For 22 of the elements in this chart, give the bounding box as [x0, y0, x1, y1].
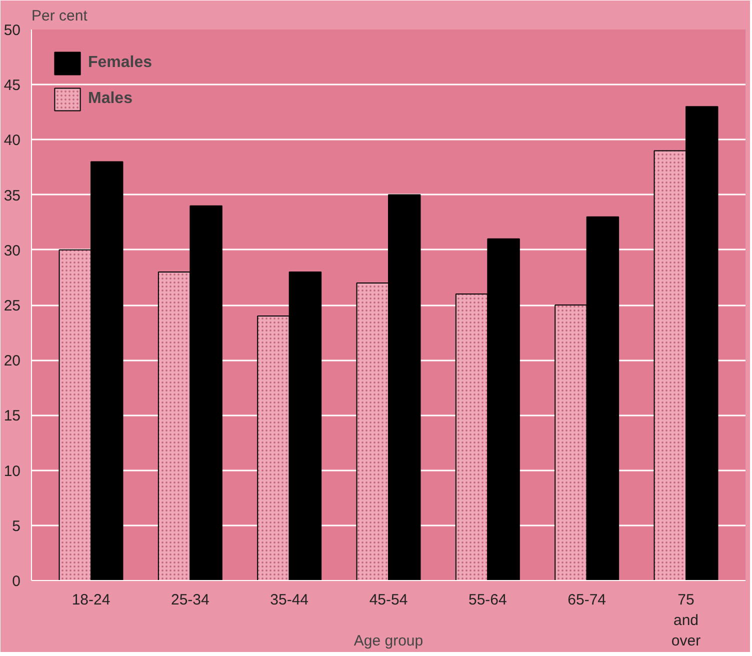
y-tick-label: 5	[12, 518, 20, 535]
x-axis-title: Age group	[354, 632, 424, 650]
x-tick-label: 65-74	[568, 592, 606, 608]
x-tick-label: 45-54	[369, 592, 408, 608]
x-tick-label: 25-34	[170, 592, 210, 608]
y-tick-label: 35	[4, 187, 21, 204]
y-tick-label: 15	[4, 408, 21, 425]
y-tick-label: 10	[4, 462, 21, 480]
y-tick-label: 20	[4, 352, 21, 370]
x-tick-label: 75 and over	[671, 592, 701, 650]
y-axis-title: Per cent	[32, 8, 88, 24]
y-tick-label: 50	[4, 22, 21, 39]
legend-label: Males	[88, 90, 132, 108]
y-tick-label: 0	[12, 573, 20, 590]
x-tick-label: 35-44	[270, 592, 309, 608]
y-tick-label: 30	[4, 242, 21, 260]
y-tick-label: 40	[4, 132, 21, 150]
legend-label: Females	[88, 54, 152, 72]
x-tick-label: 18-24	[72, 592, 110, 608]
x-tick-label: 55-64	[468, 592, 507, 608]
y-tick-label: 45	[4, 77, 21, 94]
y-tick-label: 25	[4, 298, 21, 314]
